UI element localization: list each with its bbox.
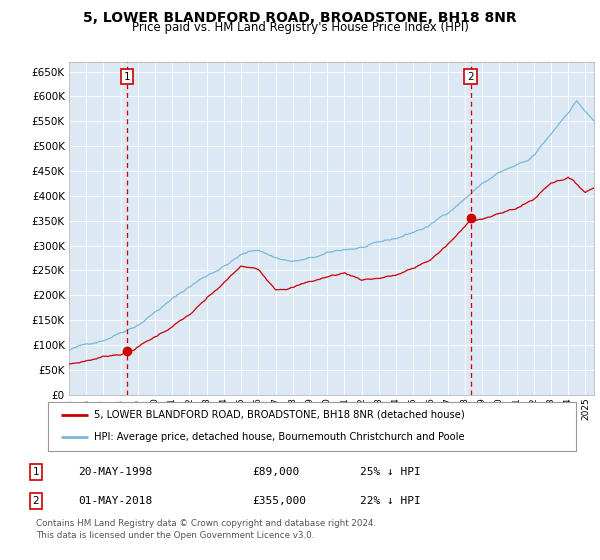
- Text: 2: 2: [467, 72, 474, 82]
- Text: 22% ↓ HPI: 22% ↓ HPI: [360, 496, 421, 506]
- Text: 5, LOWER BLANDFORD ROAD, BROADSTONE, BH18 8NR (detached house): 5, LOWER BLANDFORD ROAD, BROADSTONE, BH1…: [94, 410, 465, 420]
- Text: 2: 2: [32, 496, 40, 506]
- Text: 20-MAY-1998: 20-MAY-1998: [78, 467, 152, 477]
- Text: HPI: Average price, detached house, Bournemouth Christchurch and Poole: HPI: Average price, detached house, Bour…: [94, 432, 465, 442]
- Text: Price paid vs. HM Land Registry's House Price Index (HPI): Price paid vs. HM Land Registry's House …: [131, 21, 469, 34]
- Text: 01-MAY-2018: 01-MAY-2018: [78, 496, 152, 506]
- Text: 1: 1: [124, 72, 130, 82]
- Text: 25% ↓ HPI: 25% ↓ HPI: [360, 467, 421, 477]
- Text: £89,000: £89,000: [252, 467, 299, 477]
- Text: This data is licensed under the Open Government Licence v3.0.: This data is licensed under the Open Gov…: [36, 531, 314, 540]
- Text: 5, LOWER BLANDFORD ROAD, BROADSTONE, BH18 8NR: 5, LOWER BLANDFORD ROAD, BROADSTONE, BH1…: [83, 11, 517, 25]
- Text: 1: 1: [32, 467, 40, 477]
- Text: £355,000: £355,000: [252, 496, 306, 506]
- Text: Contains HM Land Registry data © Crown copyright and database right 2024.: Contains HM Land Registry data © Crown c…: [36, 519, 376, 528]
